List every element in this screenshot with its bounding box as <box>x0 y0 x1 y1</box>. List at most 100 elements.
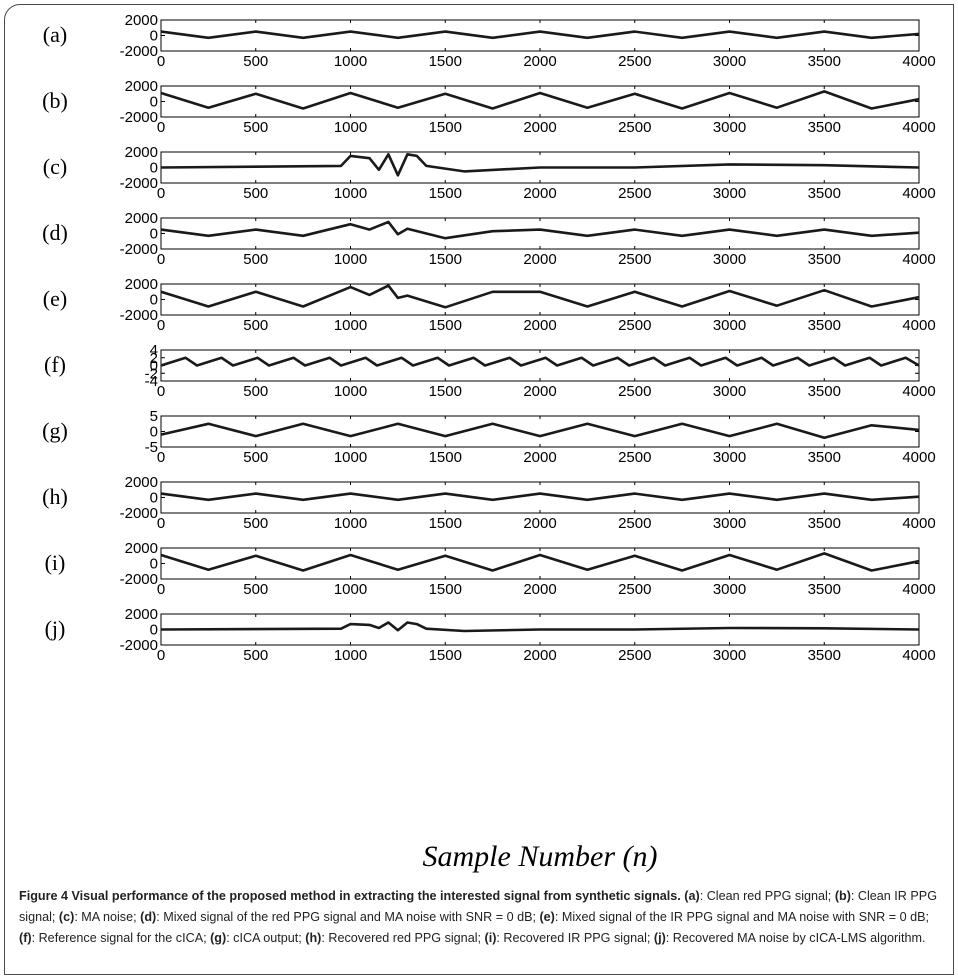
x-tick-label: 4000 <box>902 383 935 400</box>
caption-part-tag: (g) <box>210 931 227 945</box>
caption-part-tag: (j) <box>653 931 666 945</box>
series-line <box>160 552 920 572</box>
caption-part-tag: (f) <box>19 931 32 945</box>
x-tick-label: 2000 <box>523 53 556 70</box>
axes-box <box>160 283 920 316</box>
x-tick-label: 4000 <box>902 647 935 664</box>
y-tick-label: -4 <box>145 373 158 390</box>
y-tick-label: -2000 <box>120 307 158 324</box>
subplot-label: (b) <box>42 88 68 113</box>
x-tick-label: 1500 <box>429 449 462 466</box>
y-tick-label: 2000 <box>125 78 158 95</box>
x-tick-label: 2500 <box>618 119 651 136</box>
x-tick-label: 1500 <box>429 185 462 202</box>
x-tick-label: 1500 <box>429 383 462 400</box>
x-tick-label: 3000 <box>713 185 746 202</box>
x-tick-label: 1500 <box>429 647 462 664</box>
y-tick-label: 0 <box>150 358 158 375</box>
series-line <box>160 153 920 177</box>
subplot-label: (e) <box>43 286 67 311</box>
y-tick-label: 2000 <box>125 210 158 227</box>
x-tick-label: 2000 <box>523 515 556 532</box>
x-tick-label: 3500 <box>808 647 841 664</box>
x-tick-label: 1000 <box>334 383 367 400</box>
y-tick-label: 0 <box>150 28 158 45</box>
axes-box <box>160 19 920 52</box>
axes-box <box>160 217 920 250</box>
x-tick-label: 0 <box>157 53 165 70</box>
y-tick-label: 2000 <box>125 606 158 623</box>
x-tick-label: 1000 <box>334 185 367 202</box>
y-tick-label: 2000 <box>125 474 158 491</box>
y-tick-label: 0 <box>150 556 158 573</box>
x-tick-label: 1500 <box>429 515 462 532</box>
x-tick-label: 0 <box>157 317 165 334</box>
y-tick-label: -2000 <box>120 241 158 258</box>
x-tick-label: 2000 <box>523 251 556 268</box>
subplot-label: (i) <box>45 550 66 575</box>
subplot-label: (a) <box>43 22 67 47</box>
x-tick-label: 3000 <box>713 515 746 532</box>
x-tick-label: 1500 <box>429 581 462 598</box>
x-tick-label: 3000 <box>713 449 746 466</box>
y-tick-label: 2000 <box>125 12 158 29</box>
x-tick-label: 0 <box>157 647 165 664</box>
subplot-label: (d) <box>42 220 68 245</box>
caption-part-text: : Mixed signal of the IR PPG signal and … <box>554 910 930 924</box>
caption-part-text: : Recovered IR PPG signal; <box>496 931 654 945</box>
x-tick-label: 500 <box>243 515 268 532</box>
x-tick-label: 3000 <box>713 647 746 664</box>
x-tick-label: 2500 <box>618 185 651 202</box>
subplot-label: (g) <box>42 418 68 443</box>
x-tick-label: 3000 <box>713 383 746 400</box>
caption-part-tag: (h) <box>305 931 322 945</box>
y-tick-label: 5 <box>150 408 158 425</box>
y-tick-label: -5 <box>145 439 158 456</box>
caption-part-tag: (d) <box>140 910 157 924</box>
x-tick-label: 3000 <box>713 53 746 70</box>
x-tick-label: 2500 <box>618 449 651 466</box>
x-tick-label: 0 <box>157 119 165 136</box>
series-line <box>160 284 920 309</box>
x-tick-label: 1000 <box>334 251 367 268</box>
caption-part-text: : Clean red PPG signal; <box>699 889 835 903</box>
x-tick-label: 500 <box>243 251 268 268</box>
x-tick-label: 1500 <box>429 317 462 334</box>
x-tick-label: 1000 <box>334 119 367 136</box>
y-tick-label: 0 <box>150 490 158 507</box>
x-tick-label: 1000 <box>334 581 367 598</box>
series-line <box>160 90 920 110</box>
x-tick-label: 500 <box>243 53 268 70</box>
y-tick-label: 0 <box>150 160 158 177</box>
x-tick-label: 2000 <box>523 449 556 466</box>
caption-part-text: : Clean IR PPG signal; <box>19 889 937 924</box>
x-tick-label: 3000 <box>713 251 746 268</box>
x-tick-label: 1000 <box>334 53 367 70</box>
caption-part-tag: (e) <box>539 910 555 924</box>
figure-plot: 0 500 1000 1500 2000 2500 3000 3500 400020000-20… <box>42 12 936 873</box>
x-tick-label: 2500 <box>618 251 651 268</box>
caption-title: Visual performance of the proposed metho… <box>71 889 681 903</box>
subplot-label: (c) <box>43 154 67 179</box>
x-tick-label: 4000 <box>902 119 935 136</box>
x-tick-label: 2500 <box>618 317 651 334</box>
x-tick-label: 2000 <box>523 185 556 202</box>
x-tick-label: 500 <box>243 647 268 664</box>
x-tick-label: 500 <box>243 581 268 598</box>
y-tick-label: -2000 <box>120 637 158 654</box>
caption-part-text: : Recovered red PPG signal; <box>321 931 485 945</box>
y-tick-label: -2000 <box>120 175 158 192</box>
caption-part-text: : MA noise; <box>74 910 141 924</box>
x-tick-label: 3000 <box>713 317 746 334</box>
x-tick-label: 2500 <box>618 515 651 532</box>
x-tick-label: 1500 <box>429 119 462 136</box>
y-tick-label: -2000 <box>120 571 158 588</box>
y-tick-label: 2000 <box>125 144 158 161</box>
y-tick-label: 2000 <box>125 540 158 557</box>
caption-part-tag: (b) <box>834 889 851 903</box>
x-tick-label: 3000 <box>713 581 746 598</box>
figure-frame: 0 500 1000 1500 2000 2500 3000 3500 4000 2000 0 -20… <box>4 4 954 975</box>
x-tick-label: 2000 <box>523 317 556 334</box>
caption-part-tag: (c) <box>58 910 75 924</box>
subplot-label: (j) <box>45 616 66 641</box>
